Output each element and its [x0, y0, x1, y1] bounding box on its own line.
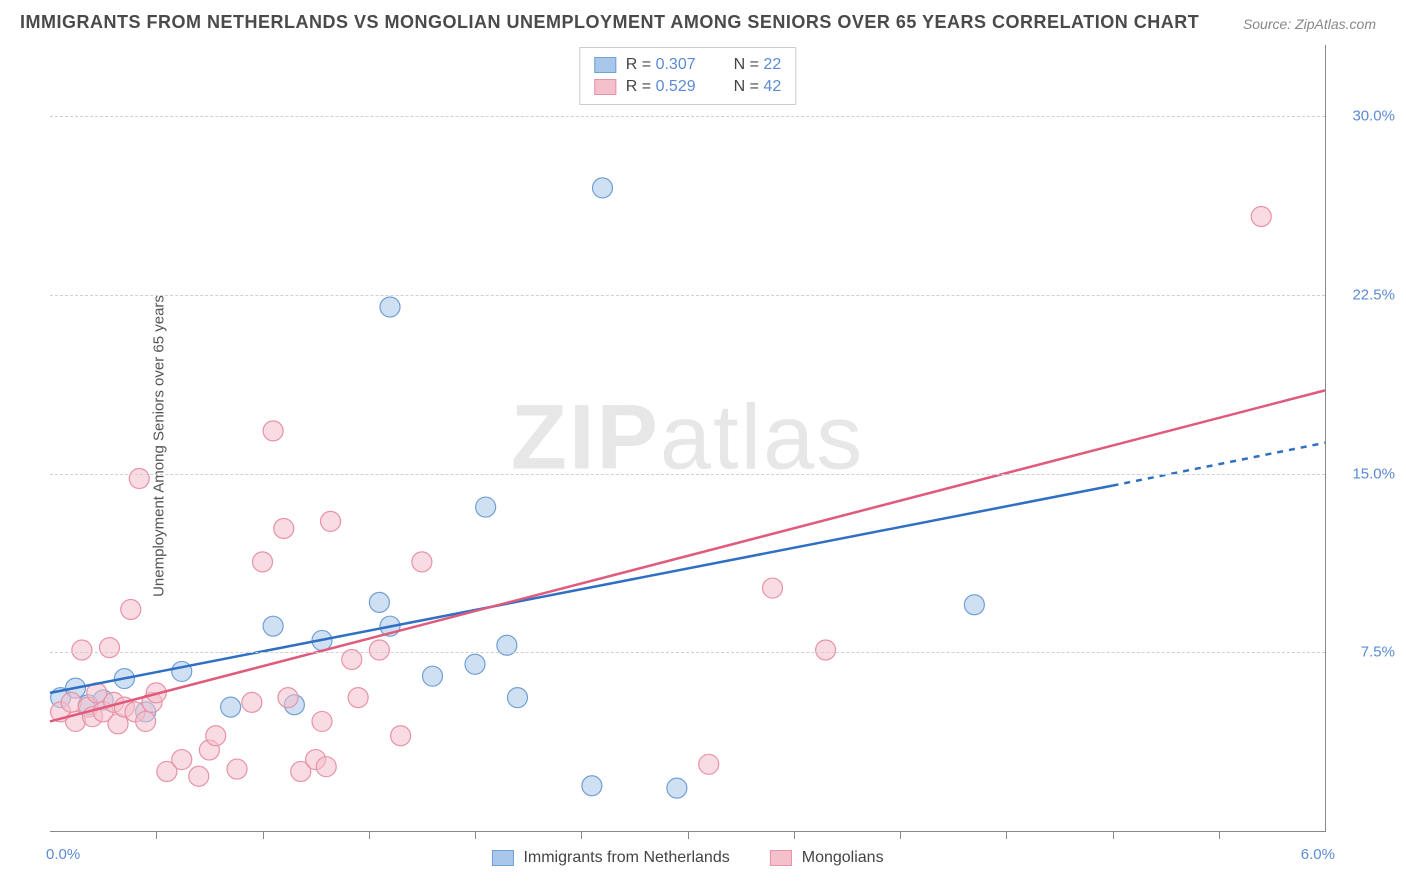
scatter-point: [206, 726, 226, 746]
scatter-point: [476, 497, 496, 517]
scatter-point: [242, 692, 262, 712]
scatter-point: [221, 697, 241, 717]
scatter-point: [312, 711, 332, 731]
x-minor-tick: [794, 831, 795, 839]
scatter-point: [964, 595, 984, 615]
scatter-point: [263, 421, 283, 441]
scatter-point: [465, 654, 485, 674]
gridline-h: [50, 652, 1325, 653]
legend-swatch: [491, 850, 513, 866]
scatter-point: [348, 688, 368, 708]
scatter-point: [72, 640, 92, 660]
scatter-point: [667, 778, 687, 798]
scatter-point: [816, 640, 836, 660]
legend-label: Immigrants from Netherlands: [523, 849, 729, 867]
plot-svg: [50, 45, 1325, 831]
scatter-point: [227, 759, 247, 779]
legend-swatch: [770, 850, 792, 866]
x-axis-min-label: 0.0%: [46, 846, 80, 863]
scatter-point: [1251, 206, 1271, 226]
scatter-point: [316, 757, 336, 777]
scatter-point: [253, 552, 273, 572]
scatter-point: [412, 552, 432, 572]
plot-area: ZIPatlas R = 0.307N = 22R = 0.529N = 42 …: [50, 45, 1326, 832]
x-minor-tick: [475, 831, 476, 839]
scatter-point: [369, 640, 389, 660]
x-minor-tick: [1113, 831, 1114, 839]
scatter-point: [263, 616, 283, 636]
legend-item: Immigrants from Netherlands: [491, 849, 729, 867]
scatter-point: [369, 592, 389, 612]
legend-label: Mongolians: [802, 849, 884, 867]
y-tick-label: 30.0%: [1335, 108, 1395, 125]
scatter-point: [172, 661, 192, 681]
scatter-point: [391, 726, 411, 746]
chart-title: IMMIGRANTS FROM NETHERLANDS VS MONGOLIAN…: [20, 12, 1199, 33]
scatter-point: [172, 750, 192, 770]
scatter-point: [423, 666, 443, 686]
x-axis-max-label: 6.0%: [1301, 846, 1335, 863]
gridline-h: [50, 116, 1325, 117]
scatter-point: [380, 297, 400, 317]
x-minor-tick: [263, 831, 264, 839]
scatter-point: [582, 776, 602, 796]
scatter-point: [593, 178, 613, 198]
x-minor-tick: [581, 831, 582, 839]
scatter-point: [274, 519, 294, 539]
scatter-point: [321, 511, 341, 531]
source-attribution: Source: ZipAtlas.com: [1243, 16, 1376, 32]
x-minor-tick: [369, 831, 370, 839]
scatter-point: [121, 599, 141, 619]
gridline-h: [50, 295, 1325, 296]
scatter-point: [100, 638, 120, 658]
scatter-point: [278, 688, 298, 708]
x-minor-tick: [900, 831, 901, 839]
scatter-point: [508, 688, 528, 708]
scatter-point: [129, 468, 149, 488]
x-minor-tick: [1219, 831, 1220, 839]
x-minor-tick: [1006, 831, 1007, 839]
x-minor-tick: [688, 831, 689, 839]
chart-container: IMMIGRANTS FROM NETHERLANDS VS MONGOLIAN…: [0, 0, 1406, 892]
scatter-point: [136, 711, 156, 731]
y-tick-label: 15.0%: [1335, 465, 1395, 482]
x-minor-tick: [156, 831, 157, 839]
scatter-point: [189, 766, 209, 786]
legend-item: Mongolians: [770, 849, 884, 867]
gridline-h: [50, 474, 1325, 475]
legend-bottom: Immigrants from Netherlands Mongolians: [491, 849, 883, 867]
scatter-point: [763, 578, 783, 598]
y-tick-label: 22.5%: [1335, 287, 1395, 304]
scatter-point: [699, 754, 719, 774]
y-tick-label: 7.5%: [1335, 644, 1395, 661]
